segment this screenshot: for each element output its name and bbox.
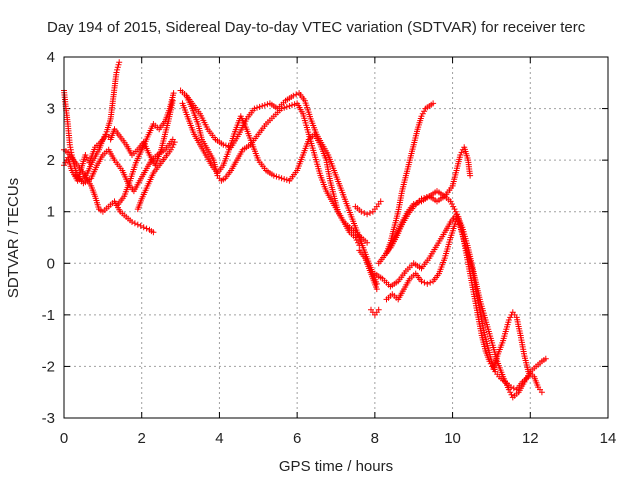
series-track-i xyxy=(183,90,380,287)
x-tick-label: 12 xyxy=(522,430,539,447)
y-tick-label: 4 xyxy=(47,49,55,66)
x-tick-label: 10 xyxy=(444,430,461,447)
marker-trace xyxy=(368,306,382,318)
series-track-j xyxy=(352,198,384,218)
series-track-l xyxy=(368,306,382,318)
series-track-p xyxy=(375,188,545,396)
y-tick-label: 0 xyxy=(47,255,55,272)
series-track-h xyxy=(179,100,371,246)
x-tick-label: 14 xyxy=(600,430,617,447)
marker-trace xyxy=(115,90,177,207)
y-tick-label: 1 xyxy=(47,204,55,221)
y-tick-label: -3 xyxy=(42,410,55,427)
marker-trace xyxy=(183,90,380,287)
marker-trace xyxy=(179,100,371,246)
y-tick-label: 3 xyxy=(47,101,55,118)
marker-trace xyxy=(356,247,380,293)
data-marks xyxy=(61,59,549,401)
x-tick-label: 8 xyxy=(371,430,379,447)
marker-trace xyxy=(134,139,178,213)
marker-trace xyxy=(375,188,545,396)
x-tick-label: 2 xyxy=(138,430,146,447)
plot-frame xyxy=(63,56,609,419)
x-tick-label: 0 xyxy=(60,430,68,447)
y-tick-label: -1 xyxy=(42,307,55,324)
y-tick-label: 2 xyxy=(47,152,55,169)
y-tick-label: -2 xyxy=(42,358,55,375)
chart-title: Day 194 of 2015, Sidereal Day-to-day VTE… xyxy=(47,19,586,36)
x-tick-label: 6 xyxy=(293,430,301,447)
marker-trace xyxy=(352,198,384,218)
x-axis-label: GPS time / hours xyxy=(279,458,393,475)
x-tick-labels: 0 2 4 6 8 10 12 14 xyxy=(60,430,617,447)
series-track-k xyxy=(356,247,380,293)
series-track-e xyxy=(115,90,177,207)
marker-trace xyxy=(371,211,549,401)
y-axis-label: SDTVAR / TECUs xyxy=(5,178,22,298)
series-track-m xyxy=(383,100,437,256)
x-tick-label: 4 xyxy=(215,430,223,447)
series-track-q xyxy=(371,211,549,401)
series-track-f xyxy=(134,139,178,213)
marker-trace xyxy=(383,100,437,256)
y-tick-labels: -3 -2 -1 0 1 2 3 4 xyxy=(42,49,55,427)
